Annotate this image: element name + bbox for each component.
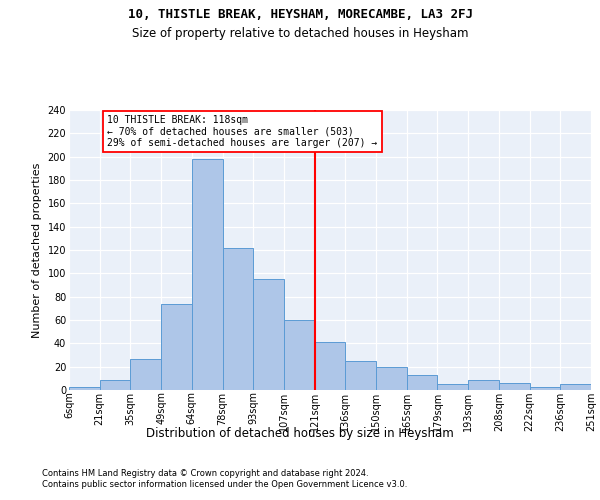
Bar	[69, 386, 100, 390]
Text: 10, THISTLE BREAK, HEYSHAM, MORECAMBE, LA3 2FJ: 10, THISTLE BREAK, HEYSHAM, MORECAMBE, L…	[128, 8, 473, 20]
Bar	[161, 304, 192, 390]
Text: Contains HM Land Registry data © Crown copyright and database right 2024.: Contains HM Land Registry data © Crown c…	[42, 469, 368, 478]
Bar	[223, 248, 253, 390]
Text: Size of property relative to detached houses in Heysham: Size of property relative to detached ho…	[132, 28, 468, 40]
Bar	[346, 361, 376, 390]
Bar	[530, 386, 560, 390]
Bar	[499, 383, 530, 390]
Bar	[314, 342, 346, 390]
Text: Distribution of detached houses by size in Heysham: Distribution of detached houses by size …	[146, 428, 454, 440]
Bar	[192, 159, 223, 390]
Bar	[407, 375, 437, 390]
Bar	[560, 384, 591, 390]
Bar	[130, 358, 161, 390]
Bar	[376, 366, 407, 390]
Bar	[100, 380, 130, 390]
Text: 10 THISTLE BREAK: 118sqm
← 70% of detached houses are smaller (503)
29% of semi-: 10 THISTLE BREAK: 118sqm ← 70% of detach…	[107, 114, 377, 148]
Bar	[468, 380, 499, 390]
Text: Contains public sector information licensed under the Open Government Licence v3: Contains public sector information licen…	[42, 480, 407, 489]
Bar	[284, 320, 314, 390]
Y-axis label: Number of detached properties: Number of detached properties	[32, 162, 42, 338]
Bar	[437, 384, 468, 390]
Bar	[253, 279, 284, 390]
